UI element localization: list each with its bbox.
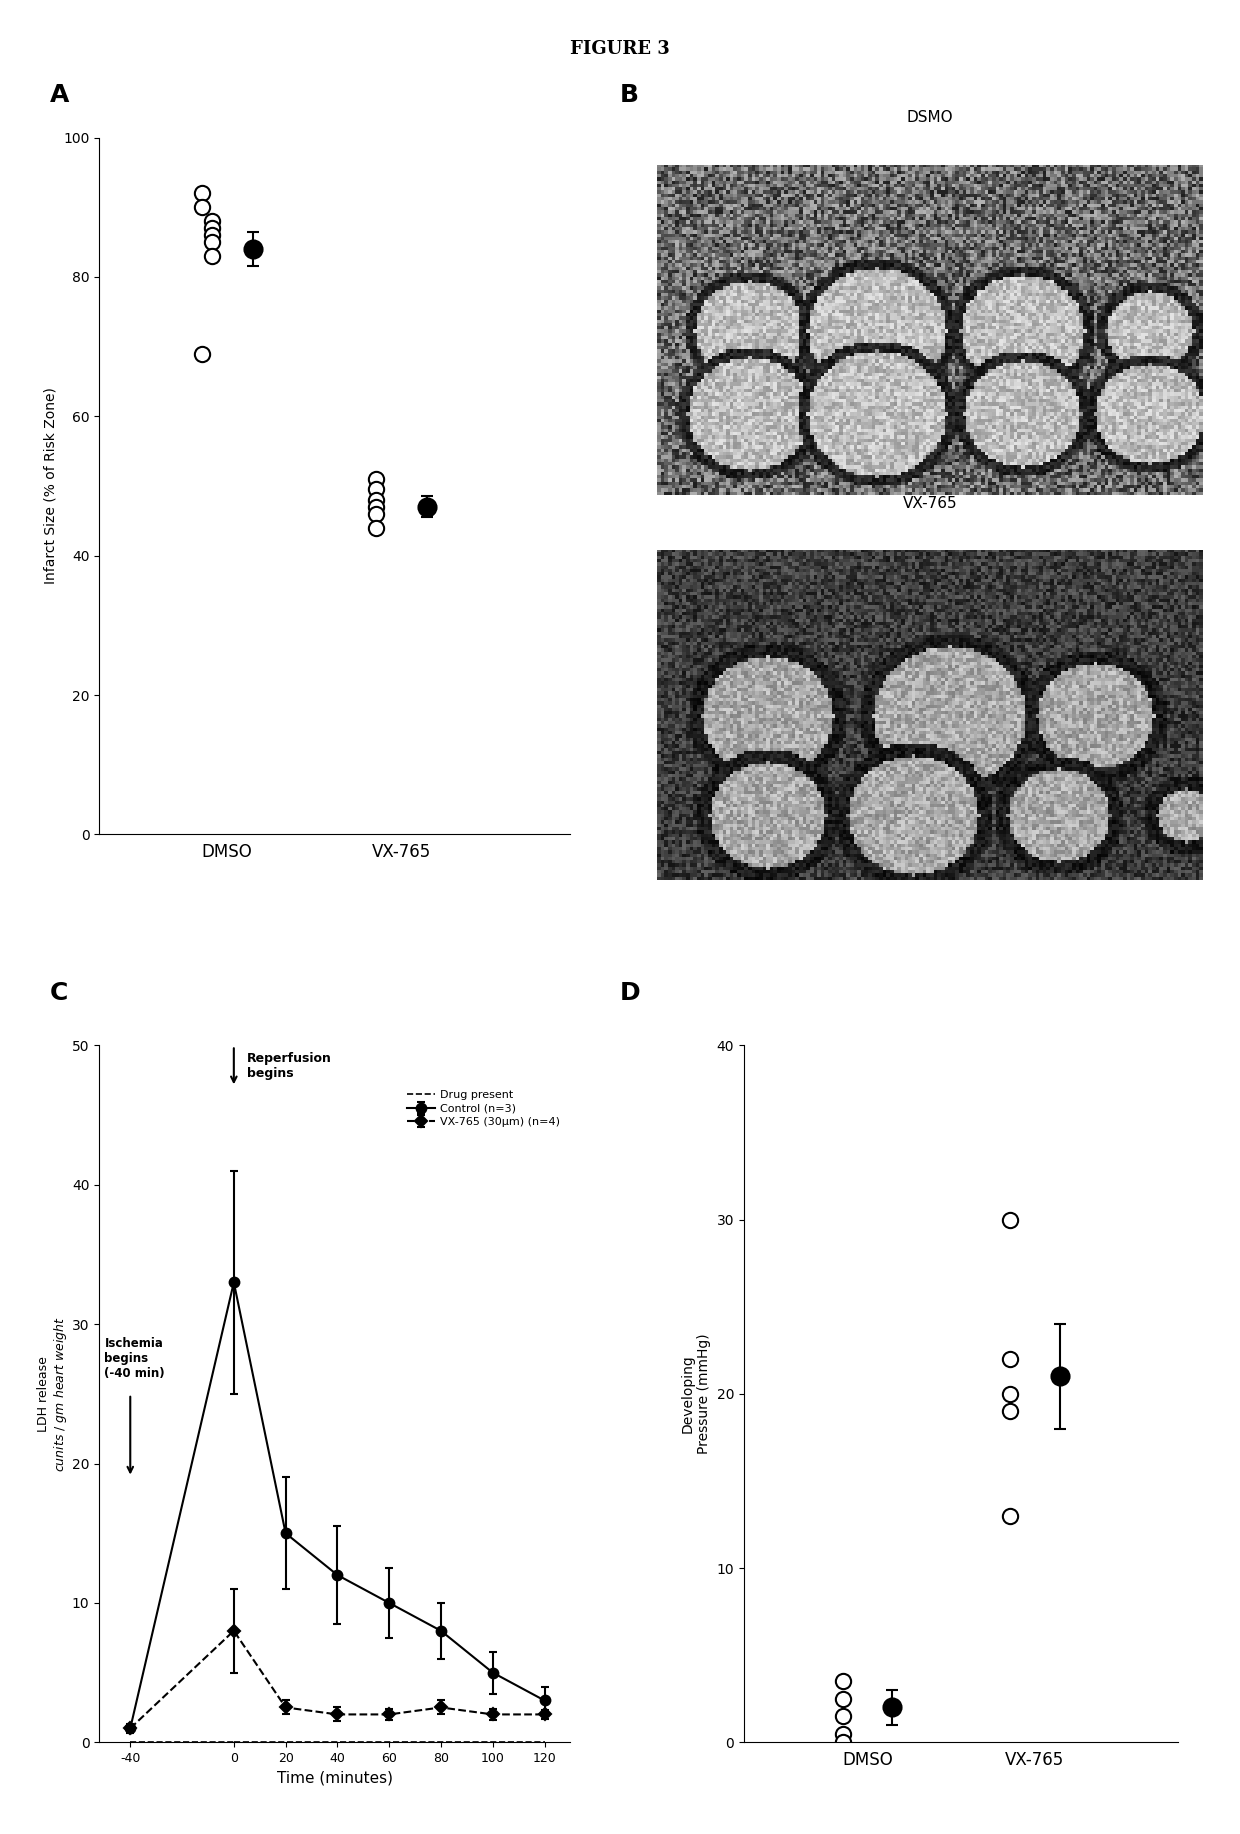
X-axis label: Time (minutes): Time (minutes) (277, 1770, 393, 1786)
Y-axis label: LDH release
$\it{cunits\ /\ gm\ heart\ weight}$: LDH release $\it{cunits\ /\ gm\ heart\ w… (37, 1315, 69, 1473)
Y-axis label: Infarct Size (% of Risk Zone): Infarct Size (% of Risk Zone) (43, 387, 57, 585)
Y-axis label: Developing
Pressure (mmHg): Developing Pressure (mmHg) (681, 1333, 711, 1454)
Text: Ischemia
begins
(-40 min): Ischemia begins (-40 min) (104, 1337, 165, 1379)
Text: FIGURE 3: FIGURE 3 (570, 40, 670, 59)
Text: C: C (50, 981, 68, 1005)
Text: Reperfusion
begins: Reperfusion begins (247, 1053, 331, 1080)
Legend: Drug present, Control (n=3), VX-765 (30μm) (n=4): Drug present, Control (n=3), VX-765 (30μ… (403, 1086, 565, 1132)
Text: D: D (620, 981, 641, 1005)
Text: B: B (620, 83, 639, 106)
Text: DSMO: DSMO (906, 110, 954, 125)
Text: VX-765: VX-765 (903, 495, 957, 510)
Text: A: A (50, 83, 69, 106)
